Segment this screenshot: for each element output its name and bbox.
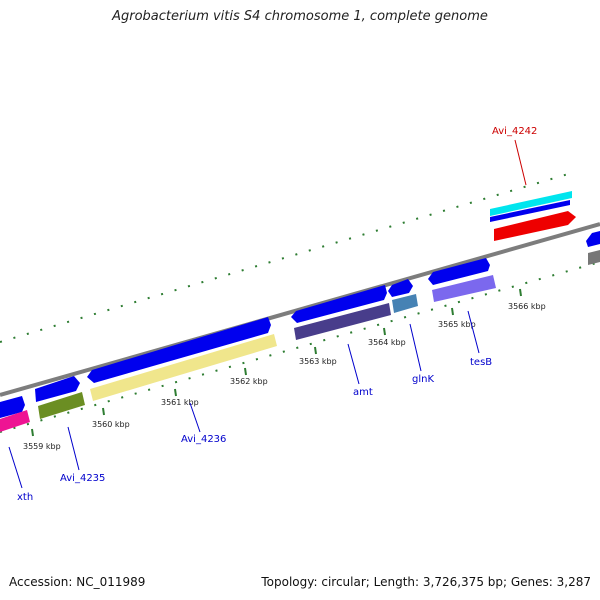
map-title: Agrobacterium vitis S4 chromosome 1, com… — [112, 9, 488, 24]
genome-backbone — [0, 222, 600, 397]
avi4236-cds[interactable] — [87, 317, 271, 383]
far-right-gray-feature[interactable] — [588, 250, 600, 265]
tick-marks — [31, 288, 522, 437]
gene-label-avi4236[interactable]: Avi_4236 — [181, 434, 226, 445]
xth-band[interactable] — [0, 410, 30, 432]
gene-label-avi4242[interactable]: Avi_4242 — [492, 126, 537, 137]
avi4242-blue-feature[interactable] — [490, 200, 570, 222]
gene-label-avi4235[interactable]: Avi_4235 — [60, 473, 105, 484]
glnk-cds[interactable] — [388, 279, 413, 297]
accession-text: Accession: NC_011989 — [9, 575, 146, 589]
amt-band[interactable] — [294, 303, 391, 340]
upper-dotted-ring — [0, 171, 576, 343]
tick-label: 3563 kbp — [299, 357, 337, 366]
gene-label-tesb[interactable]: tesB — [470, 357, 492, 368]
lower-dotted-ring — [0, 261, 600, 433]
tick-label: 3566 kbp — [508, 302, 546, 311]
tick-label: 3561 kbp — [161, 398, 199, 407]
glnk-band[interactable] — [392, 294, 418, 313]
tick-label: 3564 kbp — [368, 338, 406, 347]
tick-label: 3565 kbp — [438, 320, 476, 329]
avi4235-band[interactable] — [38, 392, 85, 419]
avi4242-cyan-feature[interactable] — [490, 191, 572, 216]
gene-label-glnk[interactable]: glnK — [412, 374, 434, 385]
tick-label: 3559 kbp — [23, 442, 61, 451]
tesb-cds[interactable] — [428, 258, 490, 285]
tick-label: 3560 kbp — [92, 420, 130, 429]
leader-lines — [8, 139, 527, 489]
topology-text: Topology: circular; Length: 3,726,375 bp… — [261, 575, 591, 589]
gene-label-amt[interactable]: amt — [353, 387, 373, 398]
avi4242-red-cds[interactable] — [494, 211, 576, 241]
avi4235-cds[interactable] — [35, 376, 80, 402]
avi4236-band[interactable] — [90, 334, 277, 401]
tick-label: 3562 kbp — [230, 377, 268, 386]
amt-cds[interactable] — [291, 285, 387, 323]
gene-label-xth[interactable]: xth — [17, 492, 33, 503]
tesb-band[interactable] — [432, 275, 496, 302]
far-right-blue-cds[interactable] — [586, 231, 600, 247]
xth-cds[interactable] — [0, 396, 25, 418]
